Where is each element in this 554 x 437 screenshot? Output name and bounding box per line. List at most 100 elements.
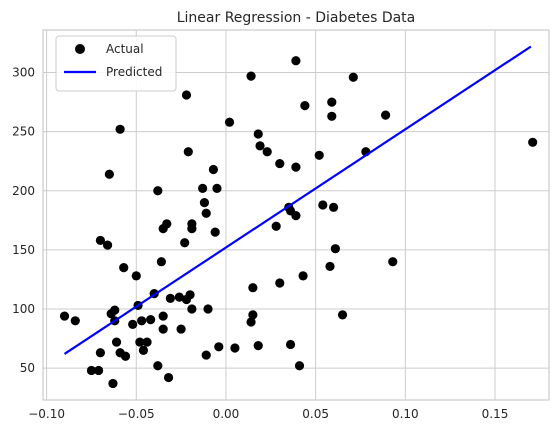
data-point xyxy=(246,317,256,327)
data-point xyxy=(111,337,122,347)
data-point xyxy=(246,71,256,81)
data-point xyxy=(131,271,141,281)
data-point xyxy=(138,345,149,355)
data-point xyxy=(146,315,156,325)
actual-points xyxy=(59,56,538,389)
data-point xyxy=(104,169,114,179)
data-point xyxy=(115,124,125,134)
data-point xyxy=(137,316,147,326)
x-tick-label: 0.10 xyxy=(392,407,419,421)
y-tick-label: 300 xyxy=(12,66,35,80)
chart-title: Linear Regression - Diabetes Data xyxy=(177,10,416,26)
data-point xyxy=(86,365,97,376)
data-point xyxy=(174,292,184,302)
data-point xyxy=(201,350,211,360)
data-point xyxy=(348,72,358,82)
data-point xyxy=(208,164,219,175)
data-point xyxy=(253,341,263,351)
data-point xyxy=(325,261,335,272)
data-point xyxy=(230,343,240,353)
data-point xyxy=(528,137,538,147)
data-point xyxy=(255,141,265,151)
data-point xyxy=(318,200,328,210)
data-point xyxy=(262,147,272,157)
data-point xyxy=(187,304,197,314)
data-point xyxy=(176,324,186,334)
x-tick-label: −0.10 xyxy=(28,407,65,421)
data-point xyxy=(158,324,168,334)
data-point xyxy=(185,290,195,300)
data-point xyxy=(212,183,222,194)
legend-actual-label: Actual xyxy=(106,42,144,56)
y-tick-label: 150 xyxy=(12,243,35,257)
grid xyxy=(43,30,549,400)
data-point xyxy=(291,56,301,66)
x-tick-label: −0.05 xyxy=(118,407,155,421)
data-point xyxy=(314,150,324,160)
data-point xyxy=(300,101,310,111)
x-axis-ticks: −0.10 −0.05 0.00 0.05 0.10 0.15 xyxy=(28,407,508,421)
data-point xyxy=(275,278,285,288)
data-point xyxy=(271,221,281,231)
data-point xyxy=(59,311,70,321)
data-point xyxy=(291,162,301,172)
data-point xyxy=(102,240,113,250)
data-point xyxy=(180,238,190,248)
legend-predicted-label: Predicted xyxy=(106,65,162,79)
data-point xyxy=(153,361,163,371)
plot-frame xyxy=(42,29,550,401)
data-point xyxy=(108,378,118,389)
legend-box xyxy=(55,35,177,92)
data-point xyxy=(183,147,193,157)
data-point xyxy=(128,319,138,329)
data-point xyxy=(95,348,105,358)
predicted-line xyxy=(63,45,532,355)
x-tick-label: 0.00 xyxy=(213,407,240,421)
data-point xyxy=(203,304,213,314)
data-point xyxy=(120,351,131,361)
y-tick-label: 100 xyxy=(12,302,35,316)
data-point xyxy=(224,117,235,127)
data-point xyxy=(298,271,308,281)
data-point xyxy=(253,129,263,139)
data-point xyxy=(380,110,391,120)
data-point xyxy=(70,316,80,326)
data-point xyxy=(156,257,166,267)
data-point xyxy=(181,90,192,100)
y-tick-label: 250 xyxy=(12,125,35,139)
data-point xyxy=(165,293,175,303)
y-axis-ticks: 50 100 150 200 250 300 xyxy=(12,66,35,376)
data-point xyxy=(94,365,104,376)
data-point xyxy=(248,283,258,293)
data-point xyxy=(163,372,174,383)
data-point xyxy=(110,305,120,315)
data-point xyxy=(95,235,105,246)
x-tick-label: 0.05 xyxy=(302,407,329,421)
data-point xyxy=(198,183,208,194)
data-point xyxy=(158,311,168,321)
y-tick-label: 200 xyxy=(12,184,35,198)
data-point xyxy=(388,257,398,267)
data-point xyxy=(201,208,211,218)
data-point xyxy=(285,339,296,350)
regression-line xyxy=(63,45,532,355)
data-point xyxy=(210,227,220,237)
data-point xyxy=(294,361,305,371)
data-point xyxy=(162,219,172,229)
data-point xyxy=(214,342,224,352)
data-point xyxy=(153,186,163,196)
data-point xyxy=(330,244,340,254)
data-point xyxy=(199,197,210,208)
data-point xyxy=(328,202,339,212)
data-point xyxy=(142,337,152,347)
data-point xyxy=(275,158,285,169)
data-point xyxy=(337,310,348,320)
legend: Actual Predicted xyxy=(55,35,177,92)
y-tick-label: 50 xyxy=(20,361,35,375)
legend-actual-marker xyxy=(75,44,85,54)
data-point xyxy=(187,219,197,229)
data-point xyxy=(327,111,337,121)
data-point xyxy=(327,97,337,107)
x-tick-label: 0.15 xyxy=(482,407,509,421)
